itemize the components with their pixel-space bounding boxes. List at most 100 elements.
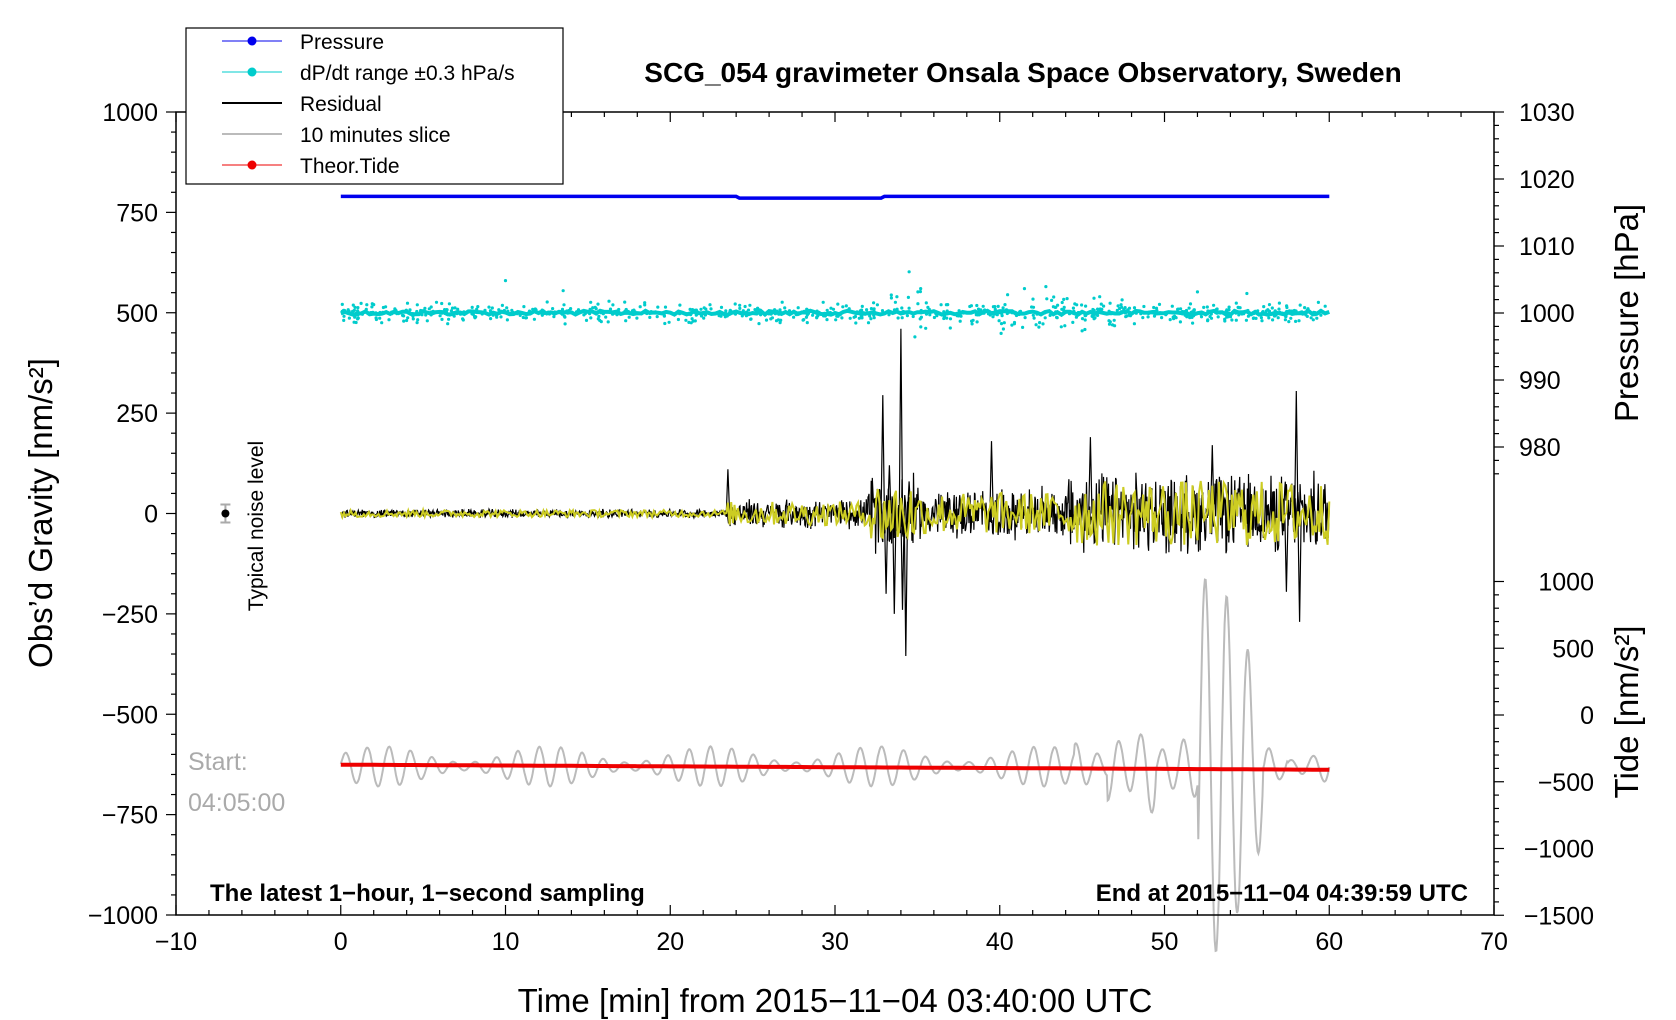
dpdt-point [1107, 322, 1112, 326]
dpdt-point [1057, 311, 1061, 316]
dpdt-point [1084, 304, 1088, 308]
dpdt-point [744, 310, 749, 314]
tide-tick-label: 500 [1552, 635, 1594, 663]
dpdt-point [522, 305, 526, 309]
dpdt-point [1152, 305, 1156, 310]
dpdt-point [342, 314, 346, 318]
dpdt-point [895, 295, 899, 299]
dpdt-point [1199, 315, 1204, 319]
residual-spike [1297, 513, 1302, 622]
axes-layer: −10 0 10 20 30 40 50 60 7010007505002500−250−500… [88, 99, 1594, 956]
dpdt-point [456, 307, 460, 311]
dpdt-point [741, 309, 745, 313]
dpdt-point [691, 319, 695, 323]
dpdt-point [708, 303, 712, 307]
dpdt-point [802, 309, 806, 313]
dpdt-point [655, 310, 659, 315]
dpdt-point [655, 315, 659, 319]
dpdt-point [1065, 297, 1069, 301]
dpdt-point [624, 319, 628, 323]
y-tick-label: 1000 [102, 99, 158, 127]
dpdt-point [440, 311, 444, 315]
dpdt-point [948, 326, 952, 330]
dpdt-point [1000, 314, 1004, 318]
legend-marker [247, 160, 257, 170]
y-tick-label: 250 [116, 400, 158, 428]
dpdt-point [1115, 308, 1119, 312]
dpdt-point [527, 310, 531, 315]
dpdt-point [490, 306, 494, 310]
dpdt-point [411, 314, 415, 318]
dpdt-point [1071, 320, 1075, 324]
dpdt-point [701, 310, 706, 314]
dpdt-point [617, 307, 621, 312]
dpdt-point [731, 310, 736, 314]
dpdt-point [511, 310, 515, 314]
dpdt-point [1158, 311, 1162, 315]
dpdt-point [656, 305, 660, 309]
dpdt-point [815, 309, 819, 313]
dpdt-point [534, 308, 538, 312]
dpdt-point [907, 306, 911, 310]
dpdt-point [1168, 318, 1172, 322]
dpdt-point [1154, 306, 1159, 310]
dpdt-point [1179, 307, 1183, 311]
dpdt-point [935, 314, 939, 318]
dpdt-point [848, 316, 852, 320]
dpdt-point [1120, 305, 1124, 309]
dpdt-point [1120, 298, 1124, 302]
dpdt-point [780, 311, 785, 315]
dpdt-point [834, 311, 838, 315]
dpdt-point [662, 314, 667, 318]
dpdt-point [352, 320, 356, 324]
bottom-right-note: End at 2015−11−04 04:39:59 UTC [1096, 880, 1468, 907]
dpdt-point [1294, 309, 1298, 313]
dpdt-point [593, 310, 597, 314]
dpdt-point [982, 309, 986, 313]
dpdt-point [1230, 311, 1234, 315]
series-layer [220, 194, 1331, 953]
dpdt-point [796, 311, 800, 315]
dpdt-point [946, 303, 950, 307]
dpdt-point [979, 308, 983, 312]
dpdt-point [408, 308, 412, 312]
dpdt-point [1234, 318, 1238, 322]
dpdt-point [942, 310, 946, 314]
dpdt-point [370, 305, 374, 309]
dpdt-point [1030, 305, 1034, 309]
dpdt-point [1001, 327, 1006, 331]
dpdt-point [988, 313, 992, 317]
dpdt-point [352, 308, 356, 312]
dpdt-point [996, 304, 1000, 308]
dpdt-point [1267, 316, 1271, 320]
dpdt-point [1172, 317, 1176, 321]
dpdt-point [1273, 309, 1277, 313]
dpdt-point [1160, 316, 1164, 320]
dpdt-point [663, 321, 667, 326]
dpdt-point [499, 315, 503, 319]
dpdt-point [569, 307, 573, 311]
dpdt-point [476, 305, 480, 309]
dpdt-point [1315, 316, 1319, 320]
dpdt-point [1098, 295, 1102, 299]
dpdt-point [589, 300, 593, 304]
dpdt-series [340, 270, 1330, 339]
dpdt-point [881, 311, 885, 316]
dpdt-point [561, 289, 565, 293]
dpdt-point [1110, 323, 1115, 327]
dpdt-point [1055, 315, 1059, 319]
dpdt-point [452, 314, 456, 318]
start-label-line1: Start: [188, 748, 248, 776]
dpdt-point [756, 306, 760, 310]
dpdt-point [1252, 316, 1256, 320]
dpdt-point [874, 311, 878, 315]
dpdt-point [918, 290, 923, 294]
dpdt-point [1083, 327, 1087, 332]
dpdt-point [532, 317, 537, 321]
dpdt-point [589, 316, 593, 320]
dpdt-point [869, 317, 873, 321]
dpdt-point [456, 311, 460, 315]
dpdt-point [806, 311, 811, 315]
dpdt-point [1054, 305, 1058, 309]
dpdt-point [1303, 306, 1307, 310]
